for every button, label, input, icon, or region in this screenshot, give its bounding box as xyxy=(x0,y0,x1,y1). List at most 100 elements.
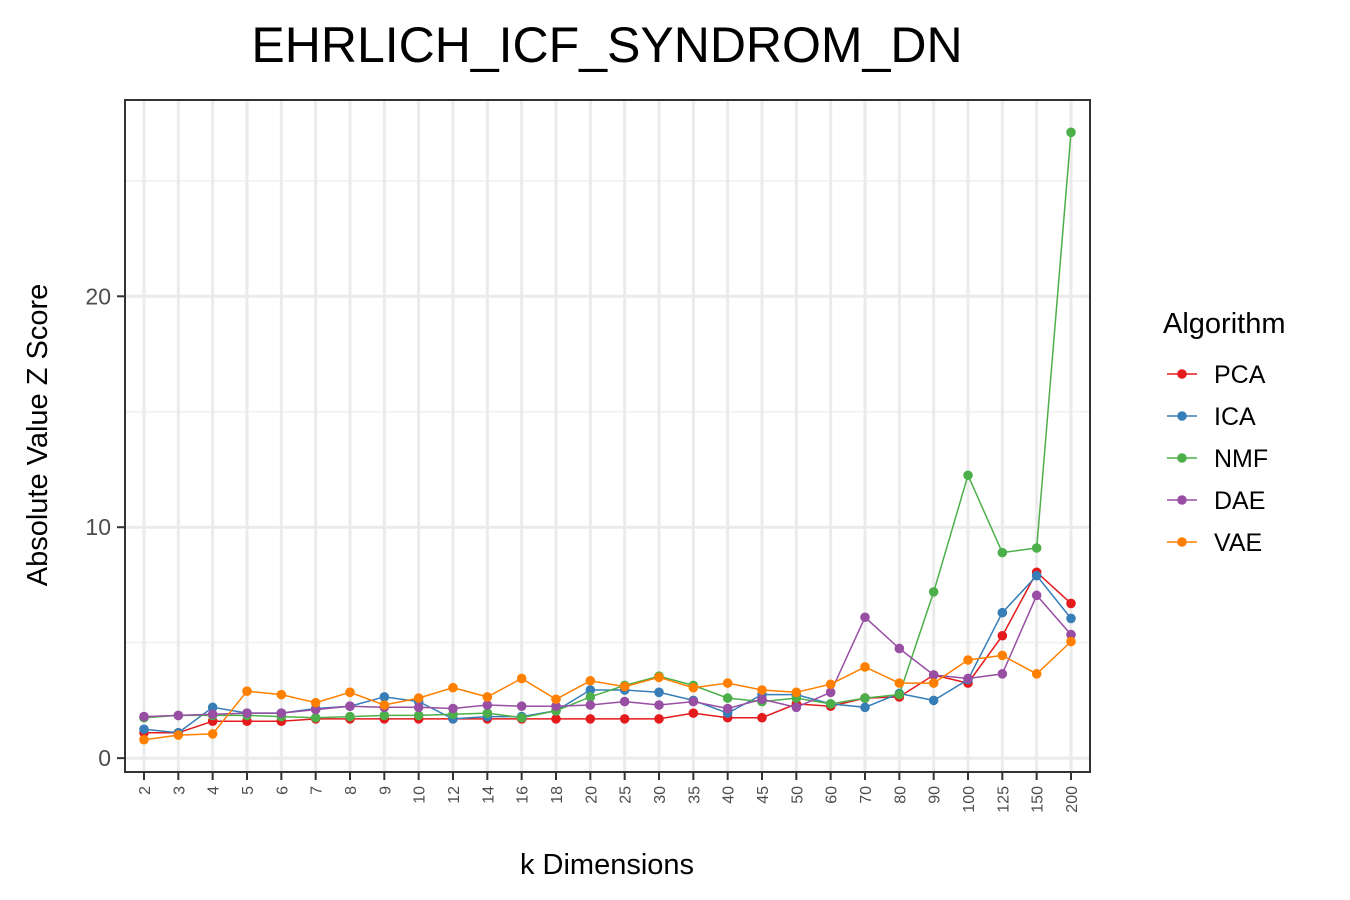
data-point-nmf xyxy=(345,711,355,722)
data-point-dae xyxy=(276,708,287,718)
data-point-vae xyxy=(242,686,252,696)
data-point-dae xyxy=(516,701,527,711)
x-tick-label: 150 xyxy=(1030,786,1047,813)
legend-label: VAE xyxy=(1214,529,1262,557)
grid xyxy=(125,100,1090,772)
data-point-vae xyxy=(825,679,836,690)
x-tick-label: 200 xyxy=(1064,786,1081,813)
x-tick-label: 20 xyxy=(583,786,600,804)
x-tick-label: 8 xyxy=(343,786,360,795)
data-point-pca xyxy=(551,714,561,724)
data-point-dae xyxy=(173,710,184,721)
data-point-vae xyxy=(688,682,699,693)
data-point-pca xyxy=(619,714,630,724)
x-tick-label: 7 xyxy=(309,786,326,795)
y-tick-label: 20 xyxy=(85,283,111,309)
data-point-dae xyxy=(688,696,699,707)
data-point-pca xyxy=(757,712,767,723)
series-line-dae xyxy=(143,593,1072,718)
data-point-nmf xyxy=(413,710,424,721)
x-tick-label: 25 xyxy=(618,786,635,804)
data-point-nmf xyxy=(585,692,596,702)
data-point-vae xyxy=(963,655,973,665)
legend-key-point xyxy=(1177,453,1187,463)
data-point-dae xyxy=(928,670,939,680)
data-point-dae xyxy=(963,673,973,684)
series-line-pca xyxy=(144,571,1072,734)
y-tick-label: 10 xyxy=(85,514,111,540)
data-point-dae xyxy=(722,703,733,714)
x-tick-label: 3 xyxy=(171,786,188,795)
data-point-nmf xyxy=(310,712,321,723)
data-point-pca xyxy=(1066,598,1076,609)
data-point-dae xyxy=(551,701,561,711)
data-point-vae xyxy=(894,678,905,688)
data-point-dae xyxy=(619,696,630,707)
data-point-pca xyxy=(585,714,596,724)
data-point-ica xyxy=(1031,570,1042,581)
data-point-ica xyxy=(928,695,939,706)
data-point-ica xyxy=(207,702,218,713)
data-point-ica xyxy=(379,692,390,702)
x-tick-label: 18 xyxy=(549,786,566,804)
data-point-vae xyxy=(516,673,527,684)
data-point-dae xyxy=(1031,590,1042,601)
data-point-nmf xyxy=(516,712,527,723)
legend-item-pca: PCA xyxy=(1167,361,1266,389)
data-point-vae xyxy=(619,681,630,692)
y-axis-title: Absolute Value Z Score xyxy=(22,284,54,587)
data-point-dae xyxy=(242,708,252,718)
x-tick-label: 14 xyxy=(480,786,497,804)
x-tick-label: 125 xyxy=(995,786,1012,813)
legend-label: DAE xyxy=(1214,487,1265,515)
data-point-vae xyxy=(860,662,870,672)
legend: Algorithm PCA ICA NMF DAE VAE xyxy=(1163,308,1286,557)
x-tick-label: 6 xyxy=(274,786,291,795)
data-point-dae xyxy=(207,709,218,720)
legend-item-dae: DAE xyxy=(1167,487,1265,515)
data-point-dae xyxy=(825,687,836,698)
data-point-vae xyxy=(413,693,424,703)
x-tick-label: 90 xyxy=(927,786,944,804)
data-point-dae xyxy=(894,643,905,654)
x-tick-label: 45 xyxy=(755,786,772,804)
x-axis-title: k Dimensions xyxy=(520,849,694,881)
data-point-dae xyxy=(413,702,424,713)
data-point-vae xyxy=(585,675,596,686)
x-tick-label: 9 xyxy=(377,786,394,795)
data-point-ica xyxy=(997,607,1008,618)
data-point-dae xyxy=(997,669,1008,679)
x-tick-label: 60 xyxy=(824,786,841,804)
data-point-nmf xyxy=(825,699,836,709)
data-point-nmf xyxy=(482,708,493,718)
data-point-ica xyxy=(585,685,596,695)
data-point-nmf xyxy=(1031,543,1042,553)
data-point-vae xyxy=(482,692,493,702)
x-tick-label: 30 xyxy=(652,786,669,804)
data-point-vae xyxy=(1066,636,1076,647)
series-vae xyxy=(139,636,1076,745)
data-point-dae xyxy=(585,700,596,710)
data-point-ica xyxy=(139,724,149,735)
x-tick-label: 10 xyxy=(412,786,429,804)
x-tick-label: 40 xyxy=(721,786,738,804)
x-tick-label: 12 xyxy=(446,786,463,804)
legend-label: NMF xyxy=(1214,445,1268,473)
x-tick-label: 16 xyxy=(515,786,532,804)
plot-panel-border xyxy=(124,99,1091,773)
data-point-vae xyxy=(1031,669,1042,679)
data-point-dae xyxy=(310,704,321,715)
data-point-nmf xyxy=(860,693,870,703)
data-point-nmf xyxy=(722,693,733,703)
legend-key-point xyxy=(1177,411,1187,421)
data-point-dae xyxy=(482,700,493,710)
data-point-nmf xyxy=(894,689,905,700)
y-tick-label: 0 xyxy=(98,745,111,771)
legend-key-point xyxy=(1177,537,1187,547)
data-point-dae xyxy=(139,711,149,722)
data-point-dae xyxy=(860,612,870,623)
legend-title: Algorithm xyxy=(1163,308,1286,340)
data-point-pca xyxy=(688,708,699,718)
